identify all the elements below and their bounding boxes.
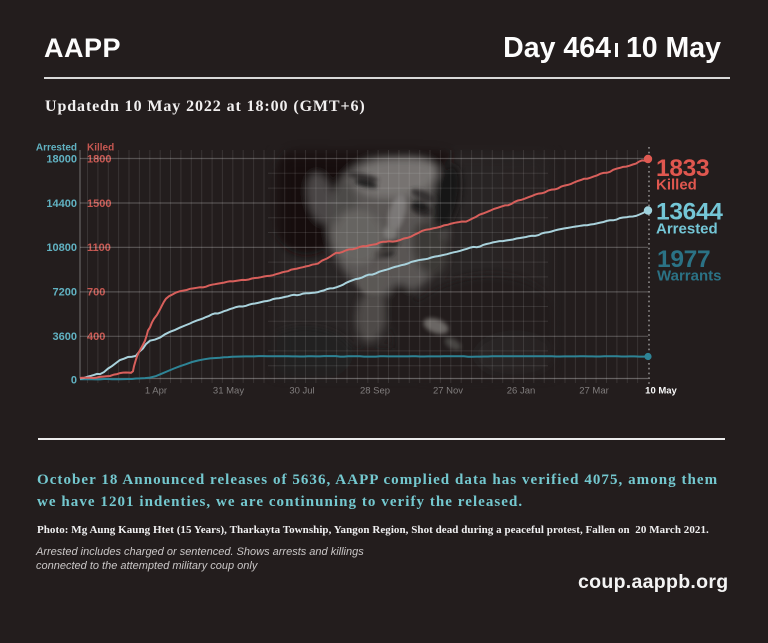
svg-text:31 May: 31 May — [213, 386, 244, 397]
svg-text:400: 400 — [87, 331, 105, 343]
svg-text:Arrested: Arrested — [656, 221, 718, 238]
svg-text:1100: 1100 — [87, 242, 111, 254]
svg-text:1977: 1977 — [657, 246, 710, 273]
svg-text:1 Apr: 1 Apr — [145, 386, 167, 397]
svg-text:7200: 7200 — [53, 287, 77, 299]
svg-text:27 Mar: 27 Mar — [579, 386, 609, 397]
svg-text:700: 700 — [87, 287, 105, 299]
svg-text:Arrested: Arrested — [36, 143, 77, 154]
svg-text:10800: 10800 — [46, 242, 77, 254]
svg-text:26 Jan: 26 Jan — [507, 386, 536, 397]
svg-text:18000: 18000 — [46, 153, 77, 165]
svg-text:1800: 1800 — [87, 153, 111, 165]
svg-text:28 Sep: 28 Sep — [360, 386, 390, 397]
svg-text:13644: 13644 — [656, 199, 723, 226]
svg-text:0: 0 — [71, 375, 77, 387]
svg-text:1833: 1833 — [656, 155, 709, 182]
svg-text:3600: 3600 — [53, 331, 77, 343]
svg-text:1500: 1500 — [87, 198, 111, 210]
svg-text:30 Jul: 30 Jul — [289, 386, 314, 397]
svg-text:10 May: 10 May — [645, 386, 677, 397]
svg-text:Killed: Killed — [87, 143, 114, 154]
svg-text:14400: 14400 — [46, 198, 77, 210]
svg-text:Warrants: Warrants — [657, 268, 721, 285]
svg-text:Killed: Killed — [656, 177, 697, 194]
svg-text:27 Nov: 27 Nov — [433, 386, 463, 397]
